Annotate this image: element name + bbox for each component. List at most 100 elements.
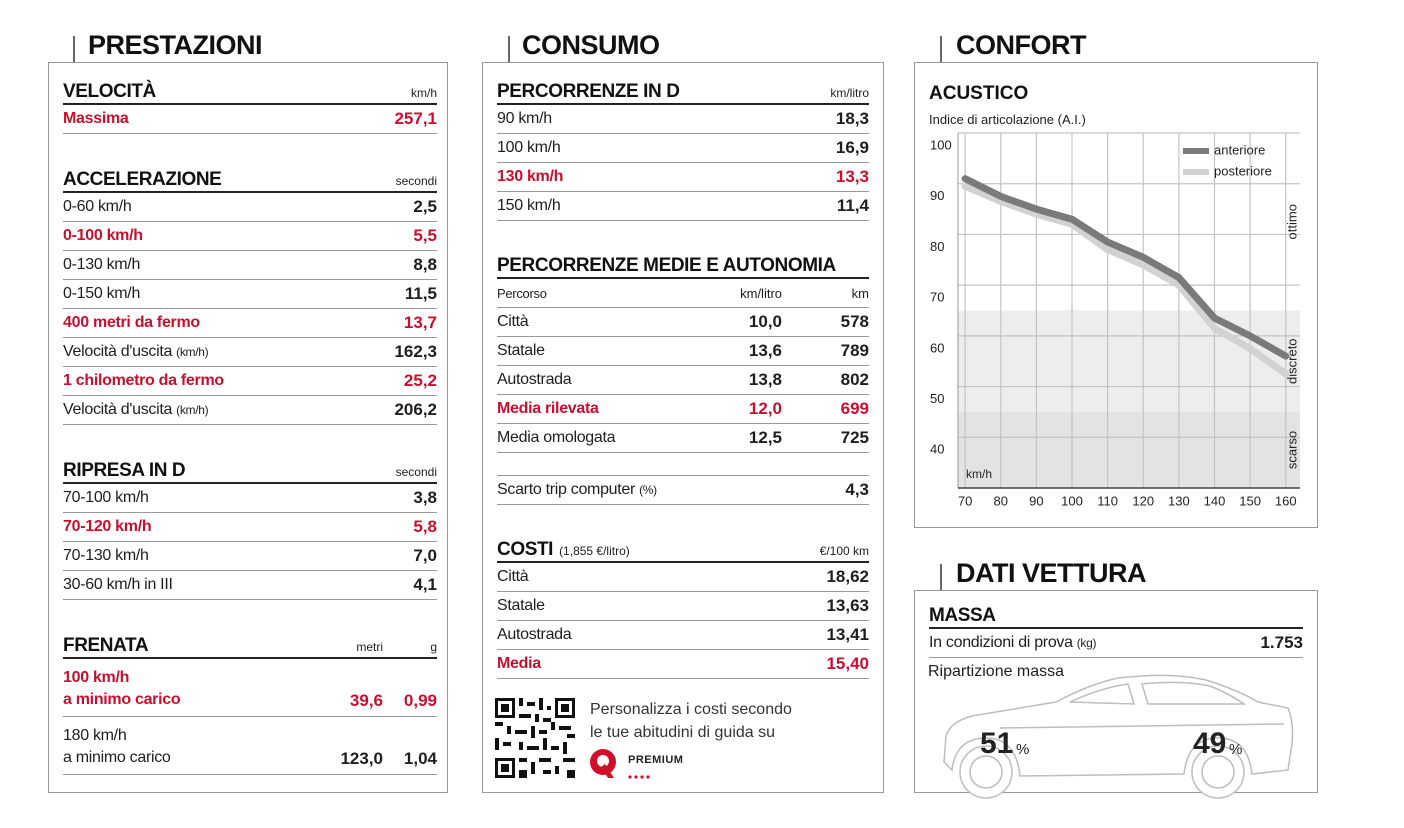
table-row: Autostrada 13,8 802: [497, 366, 869, 395]
row-label: 70-100 km/h: [63, 489, 383, 507]
row-value: 0,99: [403, 691, 437, 710]
row-label-text: Città: [497, 313, 529, 330]
column-unit: secondi: [395, 174, 437, 188]
table-row: Autostrada 13,41: [497, 621, 869, 650]
row-label: 180 km/h a minimo carico: [63, 725, 329, 769]
column-unit: km/h: [410, 86, 437, 100]
prestazioni-panel: VELOCITÀ km/h Massima 257,1 ACCELERAZIONE sec…: [48, 62, 448, 793]
row-value: 123,0: [340, 749, 383, 768]
section-title: MASSA: [929, 605, 996, 626]
section-heading: PERCORRENZE MEDIE E AUTONOMIA: [497, 251, 869, 279]
section-heading: COSTI (1,855 €/litro) €/100 km: [497, 535, 869, 563]
row-label: Statale: [497, 342, 695, 360]
column-header: Percorso: [497, 285, 547, 301]
table-row: Media 15,40: [497, 650, 869, 679]
row-label: 1 chilometro da fermo: [63, 372, 383, 390]
table-row: 0-130 km/h 8,8: [63, 251, 437, 280]
row-label: 0-100 km/h: [63, 227, 383, 245]
row-label: 0-130 km/h: [63, 256, 383, 274]
promo-text: Personalizza i costi secondo le tue abit…: [590, 698, 792, 744]
column-unit: €/100 km: [819, 544, 869, 558]
row-value: 10,0: [748, 312, 782, 331]
row-label: Velocità d'uscita (km/h): [63, 343, 383, 361]
row-value: 802: [840, 370, 869, 389]
row-label-text: 1 chilometro da fermo: [63, 372, 224, 389]
row-label-text: 0-60 km/h: [63, 198, 132, 215]
table-section: PERCORRENZE MEDIE E AUTONOMIA Percorso km/…: [497, 251, 869, 453]
row-label: Statale: [497, 597, 782, 615]
row-label: Autostrada: [497, 371, 695, 389]
row-value: 12,0: [748, 399, 782, 418]
row-value: 13,41: [826, 625, 869, 644]
row-label-text: 0-150 km/h: [63, 285, 141, 302]
row-note: (kg): [1076, 636, 1097, 650]
section-heading: MASSA: [929, 601, 1303, 629]
table-row: Media omologata 12,5 725: [497, 424, 869, 453]
row-label: Massima: [63, 110, 383, 128]
row-label-line: 180 km/h: [63, 727, 127, 744]
panel-title: CONFORT: [956, 30, 1086, 60]
confort-panel: ACUSTICO Indice di articolazione (A.I.): [914, 62, 1318, 528]
section-heading: ACCELERAZIONE secondi: [63, 165, 437, 193]
table-row: 90 km/h 18,3: [497, 105, 869, 134]
row-label: 70-130 km/h: [63, 547, 383, 565]
row-label-line: a minimo carico: [63, 691, 181, 708]
row-label-text: 90 km/h: [497, 110, 552, 127]
row-label-text: Città: [497, 568, 529, 585]
table-row: 400 metri da fermo 13,7: [63, 309, 437, 338]
row-label: 100 km/h: [497, 139, 782, 157]
table-row: 0-100 km/h 5,5: [63, 222, 437, 251]
section-note: (1,855 €/litro): [559, 544, 630, 558]
column-unit: g: [430, 640, 437, 654]
row-label-text: 30-60 km/h in III: [63, 576, 173, 593]
section-title: FRENATA: [63, 635, 149, 656]
row-label: 400 metri da fermo: [63, 314, 383, 332]
consumo-panel: PERCORRENZE IN D km/litro 90 km/h 18,3 100 k…: [482, 62, 884, 793]
row-label-text: 100 km/h: [497, 139, 561, 156]
row-label-text: Media omologata: [497, 429, 616, 446]
row-label: Autostrada: [497, 626, 782, 644]
table-row: Velocità d'uscita (km/h) 206,2: [63, 396, 437, 425]
table-section: RIPRESA IN D secondi 70-100 km/h 3,8 70-120 …: [63, 456, 437, 600]
section-heading: RIPRESA IN D secondi: [63, 456, 437, 484]
table-row: Città 18,62: [497, 563, 869, 592]
row-label: Media rilevata: [497, 400, 695, 418]
table-row: Statale 13,63: [497, 592, 869, 621]
row-label-text: Autostrada: [497, 371, 572, 388]
row-label-text: In condizioni di prova: [929, 634, 1073, 651]
row-value: 11,5: [404, 284, 437, 303]
row-label-text: Media rilevata: [497, 400, 599, 417]
row-value: 8,8: [413, 255, 437, 274]
section-title: PERCORRENZE MEDIE E AUTONOMIA: [497, 255, 836, 276]
row-value: 13,3: [835, 167, 869, 186]
row-value: 39,6: [349, 691, 383, 710]
row-value: 7,0: [413, 546, 437, 565]
table-row: Scarto trip computer (%) 4,3: [497, 476, 869, 505]
table-section: VELOCITÀ km/h Massima 257,1: [63, 77, 437, 134]
table-section: FRENATA metri g 100 km/h a minimo carico 39,6…: [63, 631, 437, 775]
brand-name: PREMIUM: [628, 754, 684, 766]
row-value: 5,8: [413, 517, 437, 536]
column-unit: secondi: [395, 465, 437, 479]
table-row: Media rilevata 12,0 699: [497, 395, 869, 424]
section-title: VELOCITÀ: [63, 81, 156, 102]
row-note: (km/h): [176, 345, 209, 359]
table-row: 70-130 km/h 7,0: [63, 542, 437, 571]
dati-vettura-panel: MASSA In condizioni di prova (kg) 1.753: [914, 590, 1318, 793]
row-value: 257,1: [394, 109, 437, 128]
row-label: 90 km/h: [497, 110, 782, 128]
row-label-text: Media: [497, 655, 541, 672]
table-row: 180 km/h a minimo carico 123,0 1,04: [63, 717, 437, 775]
table-row: Velocità d'uscita (km/h) 162,3: [63, 338, 437, 367]
row-label: 0-60 km/h: [63, 198, 383, 216]
row-label: 30-60 km/h in III: [63, 576, 383, 594]
row-value: 1,04: [403, 749, 437, 768]
table-row: Statale 13,6 789: [497, 337, 869, 366]
row-label-text: Scarto trip computer: [497, 481, 636, 498]
row-value: 16,9: [835, 138, 869, 157]
table-section: ACCELERAZIONE secondi 0-60 km/h 2,5 0-100 km…: [63, 165, 437, 425]
row-value: 1.753: [1260, 633, 1303, 652]
row-value: 25,2: [403, 371, 437, 390]
